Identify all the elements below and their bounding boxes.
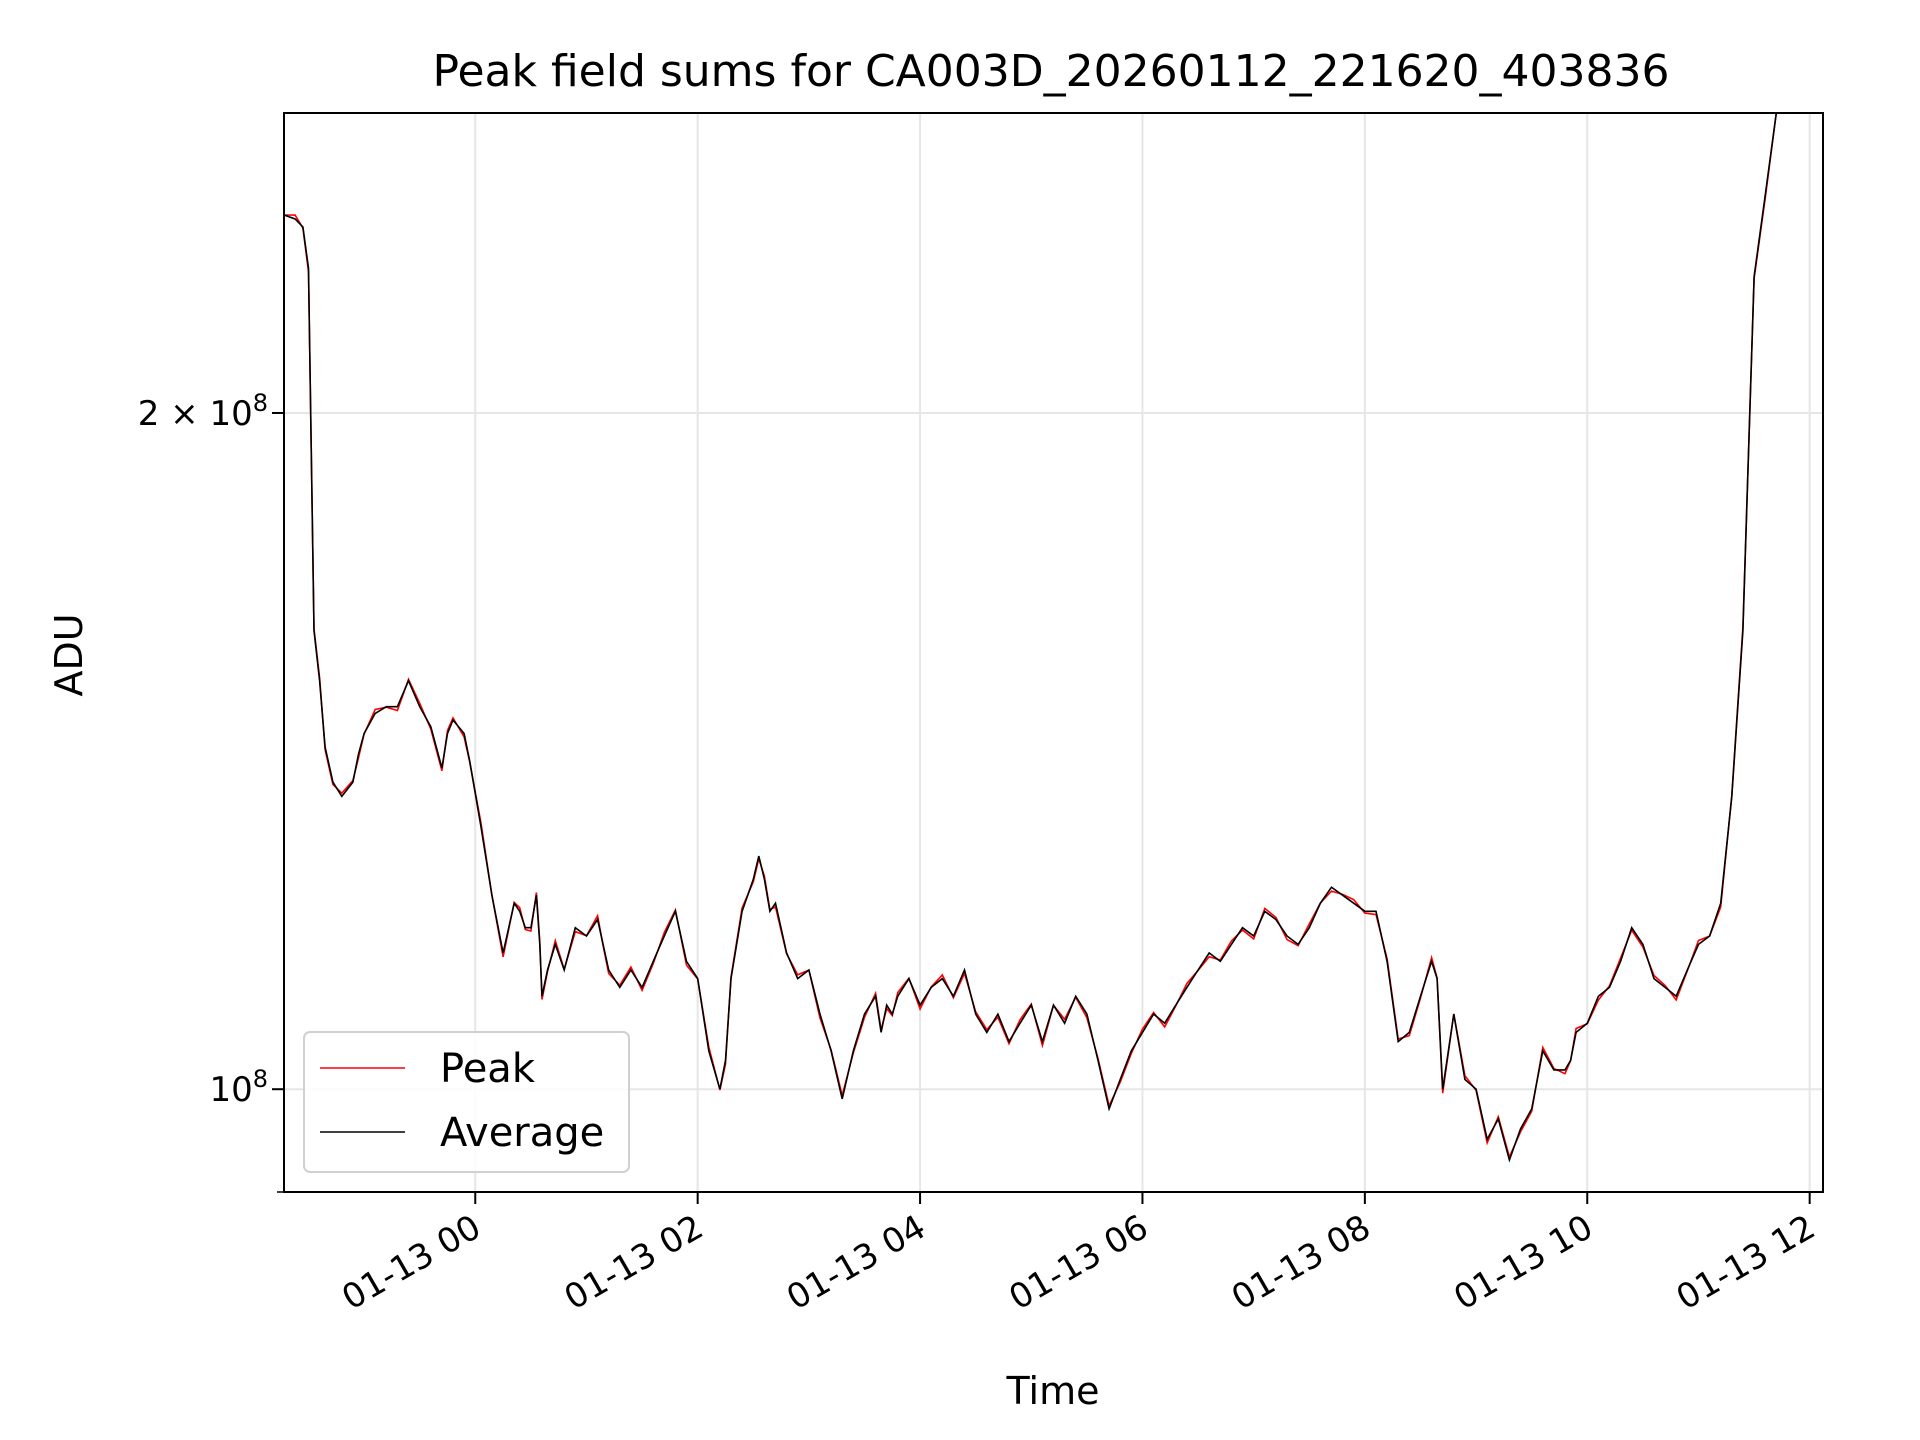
x-tick-label: 01-13 06 xyxy=(1003,1207,1155,1318)
y-axis: 2 × 108 108 xyxy=(138,389,284,1193)
legend-box xyxy=(303,1031,630,1173)
legend-average-label: Average xyxy=(440,1110,604,1156)
x-tick-label: 01-13 02 xyxy=(558,1207,710,1318)
plot-frame xyxy=(283,112,1824,1193)
chart-title: Peak field sums for CA003D_20260112_2216… xyxy=(432,46,1669,97)
y-axis-label: ADU xyxy=(47,613,91,696)
x-tick-label: 01-13 08 xyxy=(1225,1207,1377,1318)
x-tick-label: 01-13 10 xyxy=(1447,1207,1599,1318)
x-tick-label: 01-13 00 xyxy=(335,1207,487,1318)
legend-peak-label: Peak xyxy=(440,1046,536,1092)
series-layer xyxy=(283,112,1778,1163)
x-tick-label: 01-13 12 xyxy=(1670,1207,1822,1318)
y-tick-label: 108 xyxy=(209,1065,268,1110)
y-tick-label: 2 × 108 xyxy=(138,389,268,434)
grid xyxy=(284,113,1823,1192)
x-axis-label: Time xyxy=(1006,1369,1100,1413)
series-line-peak xyxy=(283,112,1778,1160)
x-tick-label: 01-13 04 xyxy=(780,1207,932,1318)
legend: Peak Average xyxy=(303,1031,630,1173)
series-line-average xyxy=(283,112,1778,1163)
x-axis: 01-13 00 01-13 02 01-13 04 01-13 06 01-13 08… xyxy=(335,1192,1822,1318)
